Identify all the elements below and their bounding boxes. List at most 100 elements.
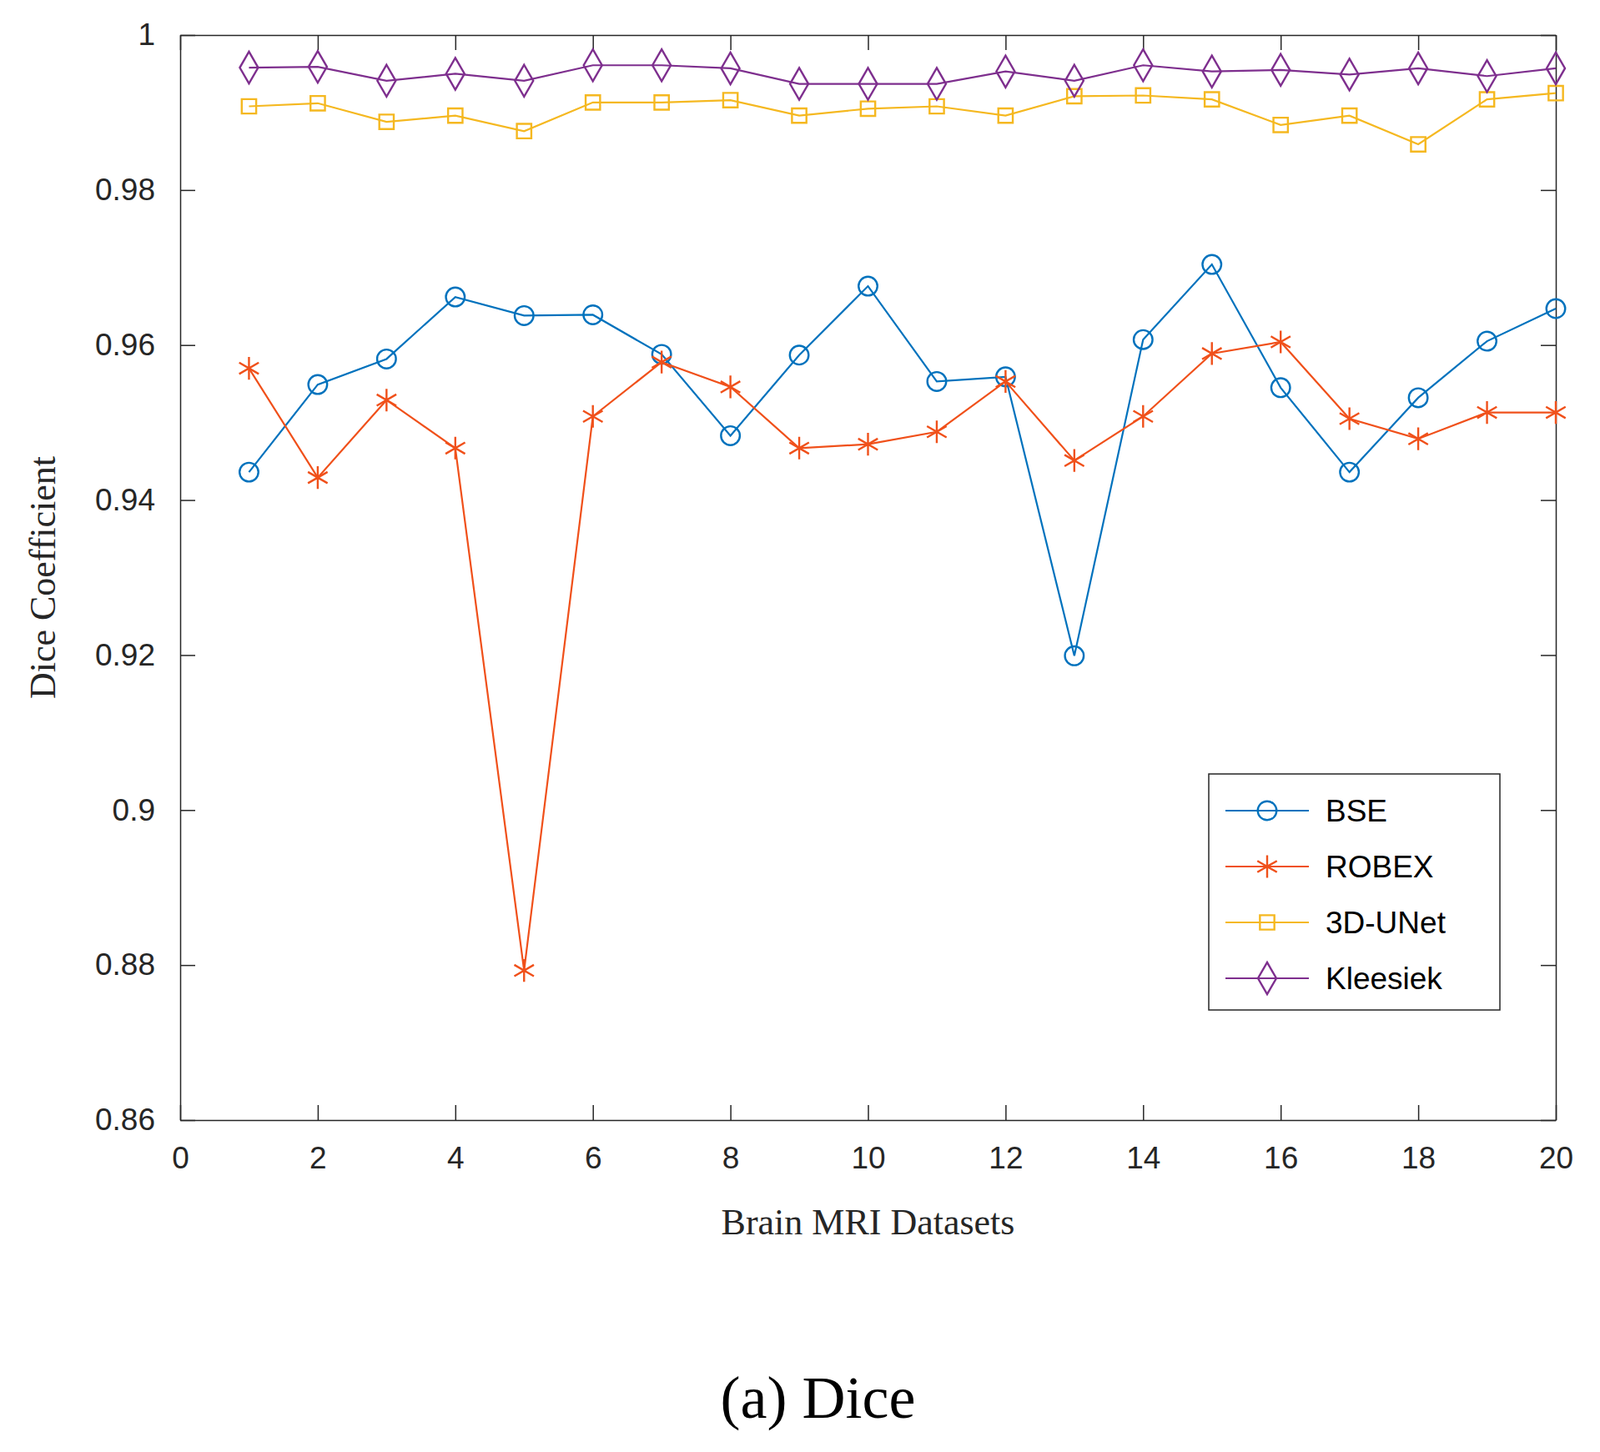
marker <box>1202 342 1222 365</box>
marker <box>239 462 259 483</box>
tick: 14 <box>1126 1105 1161 1176</box>
tick: 0.9 <box>112 793 196 828</box>
tick: 1 <box>137 17 196 52</box>
title: (a) Dice <box>720 1364 916 1432</box>
marker <box>1133 405 1153 428</box>
legend-label: 3D-UNet <box>1325 905 1447 941</box>
tick-mark <box>1540 810 1556 812</box>
marker <box>1271 378 1291 398</box>
tick-mark <box>1418 35 1420 51</box>
marker <box>654 95 669 110</box>
tick-label: 8 <box>722 1141 740 1176</box>
legend-line <box>1225 810 1309 812</box>
x-axis: 02468101214161820 <box>171 1105 1574 1176</box>
axis-line <box>180 35 182 1122</box>
tick-label: 1 <box>137 17 156 52</box>
tick-mark <box>180 965 196 967</box>
marker <box>583 405 603 428</box>
marker <box>926 420 946 443</box>
marker <box>377 388 397 412</box>
tick-mark <box>455 1105 458 1121</box>
axis-line <box>1555 35 1558 1122</box>
tick <box>455 35 457 51</box>
marker <box>858 67 877 100</box>
series-line <box>248 264 1556 656</box>
legend-entry: 3D-UNet <box>1225 905 1447 941</box>
tick <box>1540 654 1556 656</box>
tick-mark <box>180 810 196 812</box>
tick-label: 0.88 <box>95 947 156 982</box>
tick-mark <box>729 35 732 51</box>
tick-label: 0.96 <box>95 327 156 363</box>
tick-mark <box>1540 499 1556 502</box>
y-axis-title: Dice Coefficient <box>22 456 64 700</box>
marker <box>1408 52 1428 85</box>
marker <box>446 57 465 90</box>
marker <box>1478 60 1497 92</box>
tick-label: 0.94 <box>95 483 156 518</box>
marker <box>241 99 257 114</box>
marker <box>1342 108 1357 123</box>
tick <box>1540 35 1556 36</box>
tick <box>1540 810 1556 811</box>
marker <box>1546 52 1565 85</box>
tick: 4 <box>447 1105 465 1176</box>
series-line <box>248 93 1556 145</box>
tick-mark <box>1540 1120 1556 1123</box>
marker <box>1065 646 1085 666</box>
marker <box>1548 85 1563 101</box>
marker <box>1408 388 1429 408</box>
marker <box>514 65 534 97</box>
marker <box>308 375 328 395</box>
y-axis: 0.86 0.88 0.9 0.92 0.94 0.96 0.98 1 <box>95 17 196 1138</box>
tick-label: 0.86 <box>95 1102 156 1138</box>
tick-label: 0.92 <box>95 638 156 673</box>
tick <box>1005 35 1007 51</box>
legend-marker <box>1257 962 1277 995</box>
marker <box>447 108 463 123</box>
tick: 0.86 <box>95 1102 196 1138</box>
marker <box>445 437 465 460</box>
tick <box>1540 190 1556 192</box>
tick: 8 <box>722 1105 740 1176</box>
marker <box>1339 462 1359 483</box>
marker <box>517 124 532 139</box>
tick-label: 18 <box>1401 1141 1436 1176</box>
tick-mark <box>1540 965 1556 967</box>
marker <box>379 114 394 129</box>
tick-mark <box>180 499 196 502</box>
marker <box>1136 88 1151 103</box>
marker <box>858 276 878 297</box>
tick <box>1540 965 1556 967</box>
y-axis-right <box>1540 35 1557 1122</box>
marker <box>998 108 1013 123</box>
marker <box>996 55 1015 88</box>
marker <box>377 349 397 369</box>
tick-mark <box>1540 344 1556 347</box>
tick-label: 10 <box>850 1141 886 1176</box>
legend-entry: BSE <box>1225 794 1388 829</box>
marker <box>1545 401 1565 424</box>
marker <box>310 95 325 111</box>
legend-label: BSE <box>1325 794 1388 829</box>
marker <box>789 346 810 366</box>
tick: 12 <box>988 1105 1023 1176</box>
marker <box>1273 117 1289 132</box>
legend-marker <box>1257 855 1277 878</box>
tick-mark <box>1280 1105 1283 1121</box>
marker <box>377 65 396 97</box>
tick-mark <box>867 35 870 51</box>
tick-mark <box>867 1105 870 1121</box>
tick-mark <box>1540 190 1556 192</box>
tick <box>1418 35 1419 51</box>
legend: BSEROBEX3D-UNetKleesiek <box>1208 774 1500 1011</box>
marker <box>720 426 740 446</box>
legend-line <box>1225 977 1309 980</box>
legend-marker <box>1257 801 1278 821</box>
tick-label: 6 <box>584 1141 603 1176</box>
tick: 0.92 <box>95 638 196 673</box>
tick <box>1280 35 1282 51</box>
legend-box <box>1208 774 1500 1011</box>
marker <box>1065 65 1084 97</box>
tick: 0.98 <box>95 172 196 207</box>
